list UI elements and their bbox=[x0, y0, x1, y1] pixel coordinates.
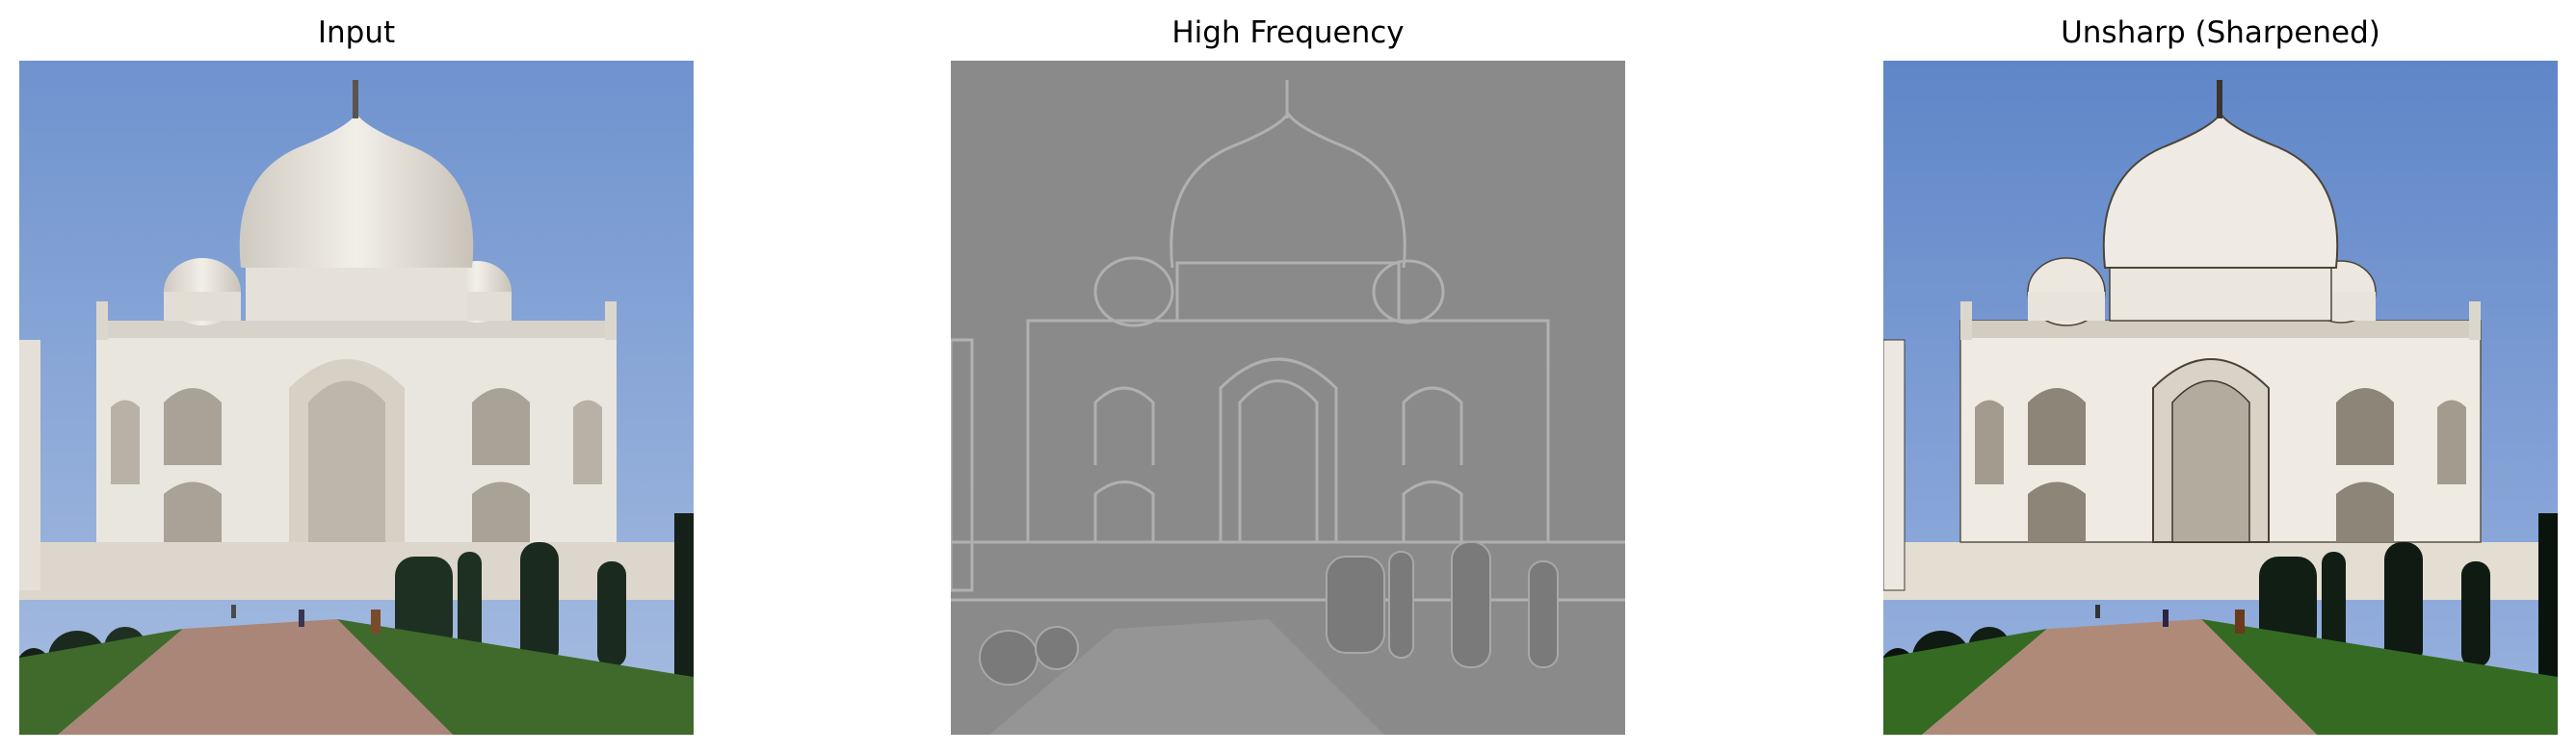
input-image bbox=[19, 61, 694, 735]
high-frequency-image bbox=[951, 61, 1625, 735]
panel-title: Input bbox=[317, 15, 396, 50]
panel-high-frequency: High Frequency bbox=[951, 0, 1625, 753]
panel-title: Unsharp (Sharpened) bbox=[2061, 15, 2380, 50]
panel-sharpened: Unsharp (Sharpened) bbox=[1883, 0, 2558, 753]
sharpened-image bbox=[1883, 61, 2558, 735]
panel-title: High Frequency bbox=[1171, 15, 1405, 50]
panel-input: Input bbox=[19, 0, 694, 753]
